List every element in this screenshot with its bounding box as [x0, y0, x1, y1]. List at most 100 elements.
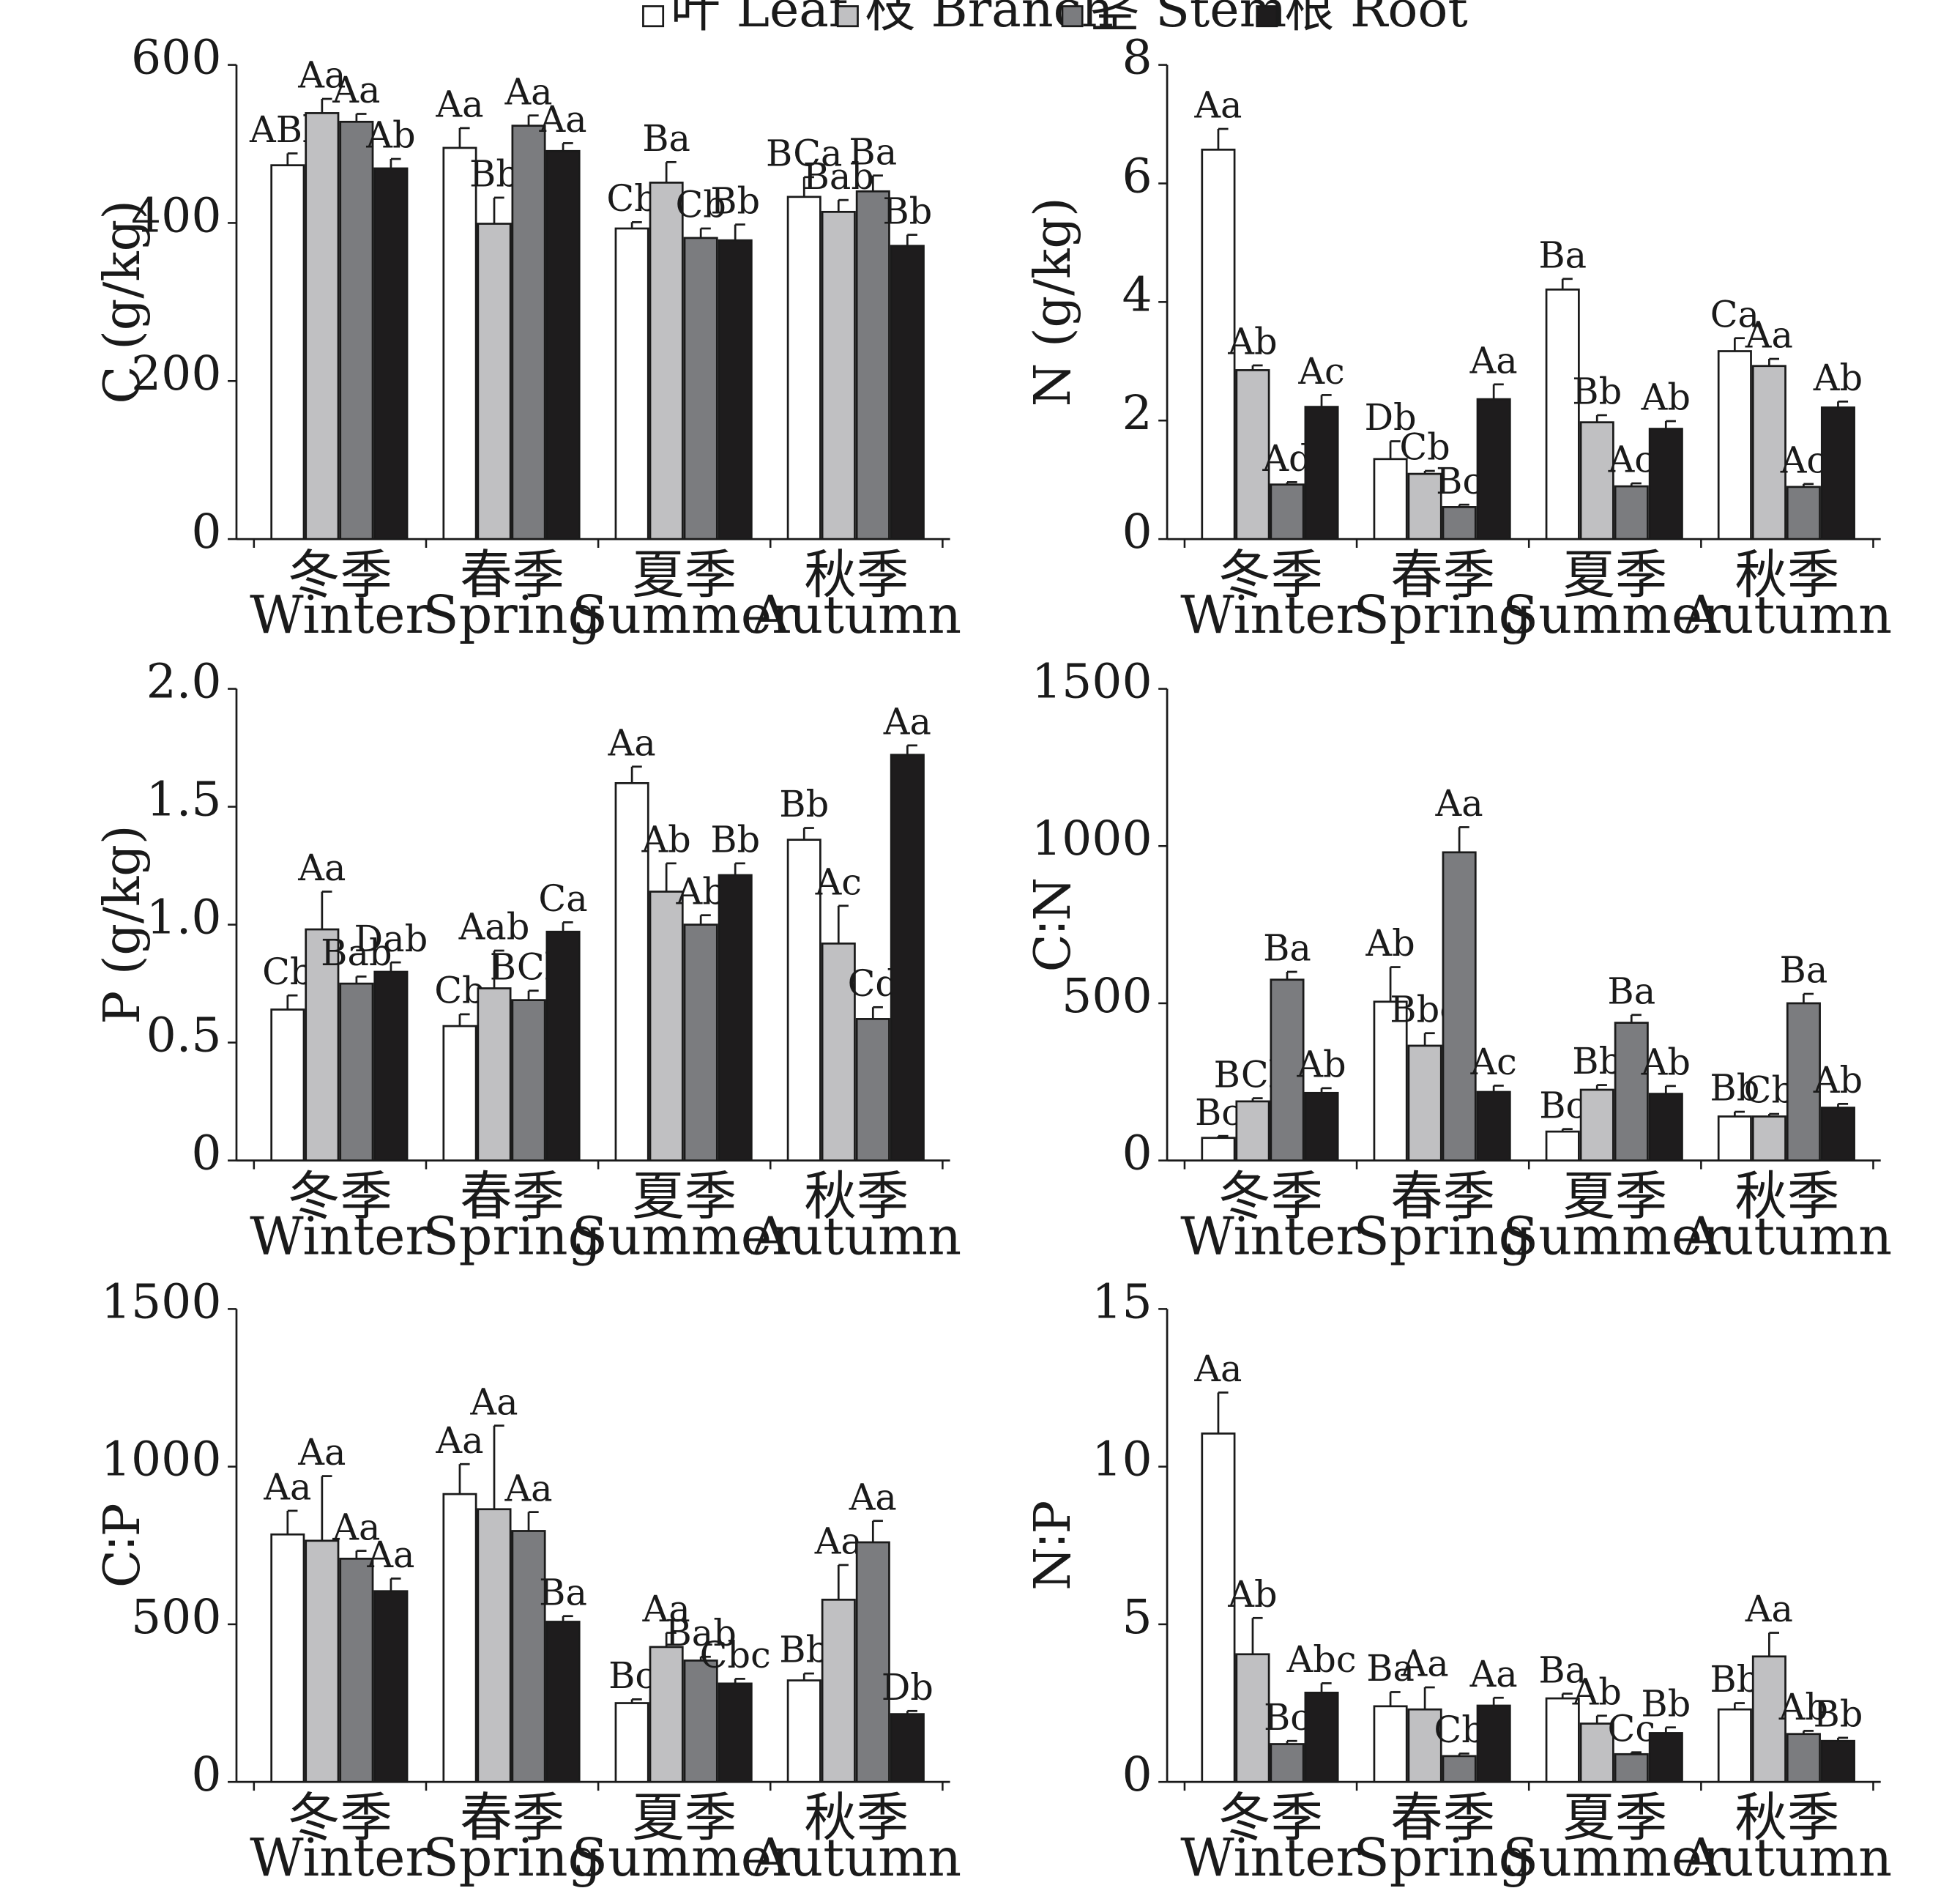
- bar: [545, 149, 581, 540]
- significance-label: Ab: [1365, 922, 1415, 965]
- significance-label: Aa: [1745, 1588, 1793, 1630]
- significance-label: Bb: [1572, 1040, 1622, 1082]
- significance-label: Ca: [538, 877, 587, 920]
- significance-label: Ab: [1227, 321, 1277, 363]
- category-label-cn: 春季: [460, 1787, 564, 1848]
- bar: [1201, 1432, 1236, 1783]
- bar: [1717, 350, 1752, 540]
- bar: [1235, 1653, 1270, 1783]
- significance-label: Ab: [641, 819, 690, 861]
- significance-label: Aa: [608, 721, 656, 764]
- category-label-en: Autumn: [751, 1205, 962, 1266]
- y-tick-label: 0: [191, 1747, 221, 1802]
- legend-label: 茎 Stem: [1089, 0, 1286, 39]
- bar: [1201, 1137, 1236, 1162]
- y-tick-label: 1500: [101, 1274, 222, 1329]
- significance-label: Aa: [1469, 340, 1518, 382]
- significance-label: Bab: [665, 1612, 736, 1654]
- bar: [1545, 1130, 1580, 1162]
- significance-label: Ac: [1297, 350, 1344, 393]
- significance-label: Ab: [1641, 1041, 1691, 1084]
- y-tick-label: 15: [1092, 1274, 1152, 1329]
- bar: [1820, 1107, 1855, 1162]
- y-tick-label: 5: [1122, 1590, 1152, 1645]
- category-label-cn: 冬季: [288, 544, 392, 605]
- y-tick-label: 1.0: [146, 891, 222, 945]
- bar: [614, 1702, 649, 1783]
- y-tick-label: 500: [1062, 969, 1152, 1024]
- significance-label: Ac: [815, 861, 862, 903]
- y-tick-label: 0: [191, 1126, 221, 1181]
- category-label-en: Autumn: [1682, 1205, 1893, 1266]
- bar: [1270, 978, 1305, 1162]
- category-label-en: Winter: [250, 1827, 431, 1888]
- bar: [1786, 1733, 1821, 1783]
- significance-label: Aa: [1469, 1653, 1518, 1695]
- significance-label: Bb: [779, 1629, 829, 1671]
- y-tick-label: 8: [1122, 31, 1152, 86]
- bar: [1579, 1088, 1614, 1162]
- significance-label: Bab: [321, 932, 392, 974]
- category-label-en: Spring: [423, 584, 602, 645]
- significance-label: Bb: [779, 783, 829, 825]
- y-tick-label: 0.5: [146, 1008, 222, 1063]
- bar: [890, 1713, 925, 1783]
- bar: [1476, 1704, 1511, 1783]
- category-label-cn: 冬季: [288, 1166, 392, 1227]
- y-tick-label: 500: [131, 1590, 222, 1645]
- significance-label: Cc: [1608, 1707, 1655, 1750]
- bar: [477, 223, 512, 540]
- significance-label: Bb: [1710, 1658, 1759, 1701]
- y-tick-label: 10: [1092, 1432, 1152, 1487]
- bar: [1235, 369, 1270, 540]
- bar: [270, 164, 305, 540]
- significance-label: Dab: [354, 918, 428, 960]
- significance-label: Ab: [1778, 1686, 1828, 1728]
- bar: [1717, 1708, 1752, 1783]
- bar: [545, 1621, 581, 1783]
- bar: [855, 190, 890, 540]
- y-tick-label: 2.0: [146, 654, 222, 709]
- category-label-cn: 冬季: [1218, 544, 1323, 605]
- bar: [1304, 406, 1339, 540]
- y-axis-label: P (g/kg): [94, 825, 152, 1025]
- significance-label: Cbc: [700, 1634, 771, 1676]
- category-label-cn: 夏季: [1562, 1166, 1667, 1227]
- bar: [373, 970, 409, 1162]
- bar: [890, 245, 925, 540]
- bar: [1476, 398, 1511, 540]
- legend-label: 根 Root: [1284, 0, 1468, 39]
- bar: [786, 196, 821, 540]
- category-label-en: Summer: [572, 1205, 797, 1266]
- significance-label: Cb: [1744, 1069, 1795, 1112]
- bar: [339, 120, 374, 540]
- category-label-cn: 夏季: [632, 1787, 737, 1848]
- bar: [1407, 1708, 1442, 1783]
- bar: [718, 1682, 753, 1783]
- bar: [1786, 1002, 1821, 1162]
- bar: [649, 182, 684, 540]
- y-tick-label: 600: [131, 31, 222, 86]
- significance-label: Aa: [1193, 1348, 1242, 1390]
- y-tick-label: 1000: [1032, 811, 1152, 866]
- bar: [373, 167, 409, 540]
- significance-label: Aa: [332, 69, 380, 111]
- bar: [1648, 1093, 1683, 1162]
- bar: [545, 930, 581, 1162]
- bar: [683, 237, 718, 540]
- bar: [442, 146, 477, 540]
- significance-label: Bc: [1195, 1091, 1242, 1134]
- significance-label: Cd: [848, 962, 898, 1005]
- significance-label: Bb: [1813, 1693, 1863, 1736]
- bar: [305, 1539, 340, 1783]
- significance-label: Cb: [262, 951, 313, 993]
- y-tick-label: 0: [1122, 1126, 1152, 1181]
- bar: [1820, 1739, 1855, 1783]
- bar: [1820, 406, 1855, 540]
- category-label-cn: 夏季: [632, 544, 737, 605]
- significance-label: Cb: [1434, 1709, 1484, 1751]
- bar: [683, 1660, 718, 1783]
